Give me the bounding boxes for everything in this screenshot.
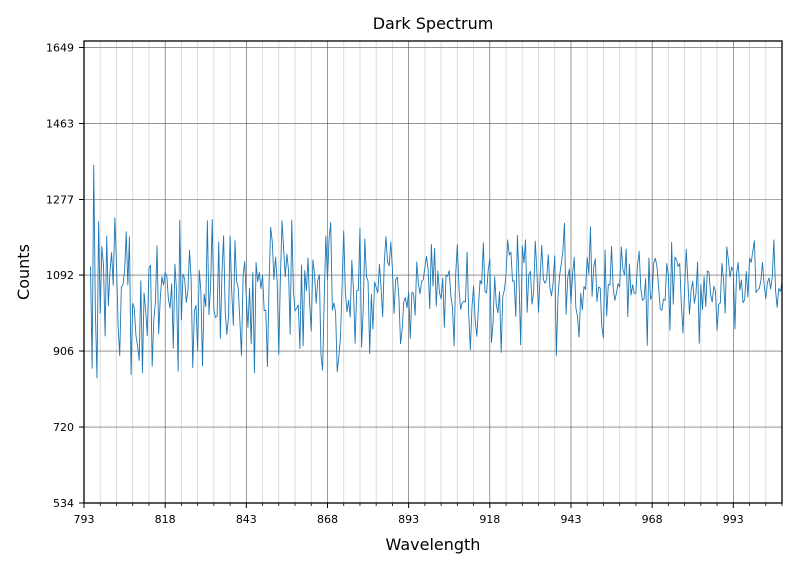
y-tick-label: 1649 [46,42,74,55]
y-tick-label: 534 [53,497,74,510]
plot-frame [83,40,783,504]
x-tick-label: 868 [317,513,338,526]
y-tick-label: 1092 [46,269,74,282]
x-tick-label: 843 [236,513,257,526]
x-tick-label: 968 [642,513,663,526]
ticks-layer: 793 818 843 868 893 918 943 968 993 534 720 906 1092… [46,42,783,526]
x-tick-label: 893 [398,513,419,526]
x-tick-label: 993 [723,513,744,526]
x-tick-label: 818 [155,513,176,526]
y-tick-label: 1463 [46,118,74,131]
y-axis-title: Counts [14,244,33,300]
chart-title: Dark Spectrum [373,14,494,33]
y-tick-label: 1277 [46,193,74,206]
x-tick-label: 793 [74,513,95,526]
y-tick-label: 720 [53,421,74,434]
y-tick-label: 906 [53,345,74,358]
x-axis-title: Wavelength [386,535,481,554]
series-layer [90,164,782,379]
series-line [90,164,782,379]
x-tick-label: 918 [479,513,500,526]
x-tick-label: 943 [560,513,581,526]
